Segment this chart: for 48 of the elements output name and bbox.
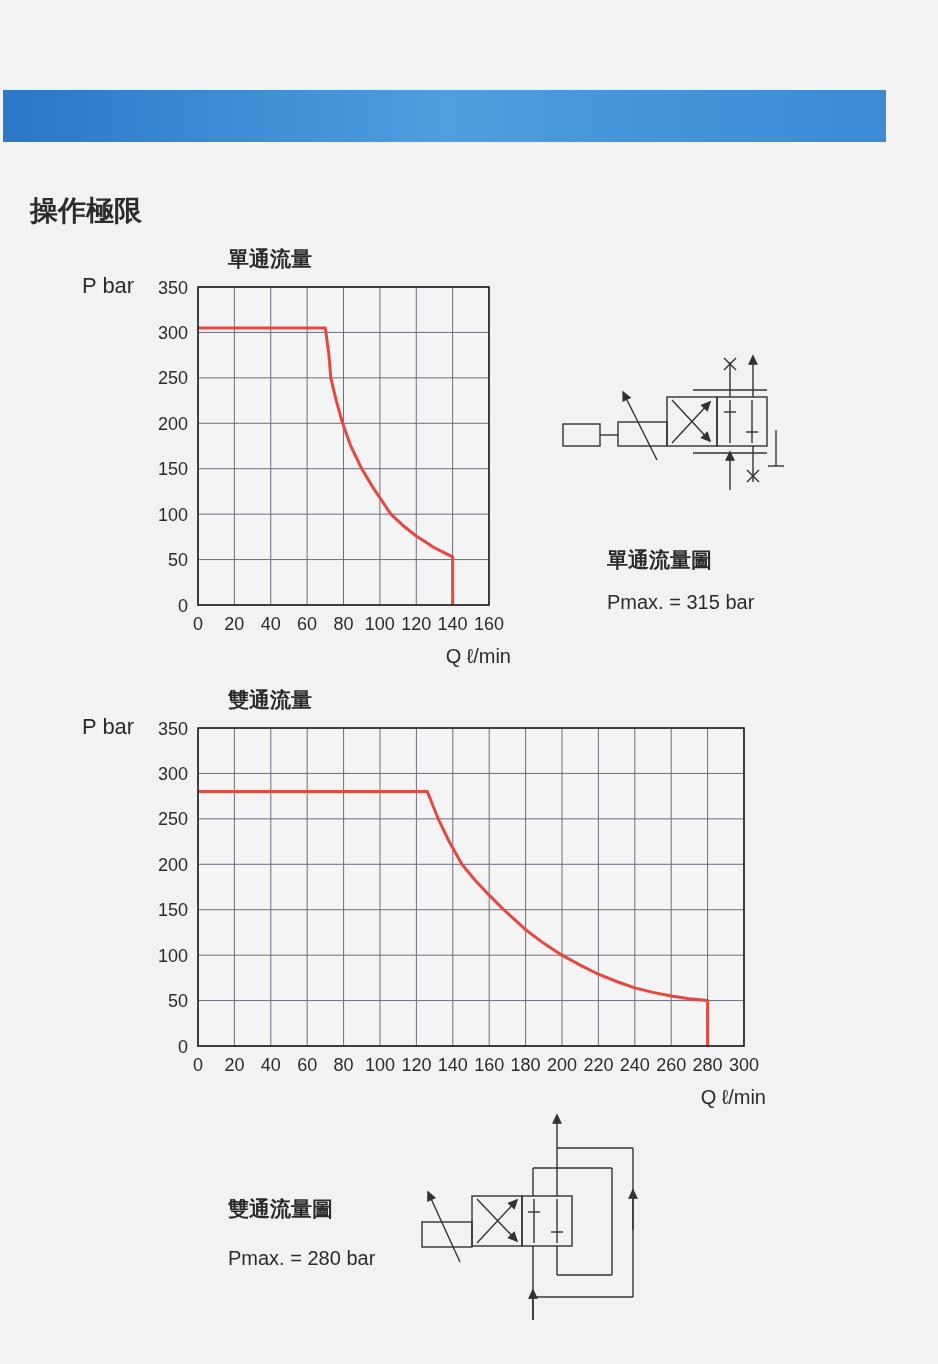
x-tick: 160 bbox=[474, 614, 504, 634]
x-tick: 80 bbox=[333, 614, 354, 634]
x-tick: 40 bbox=[260, 1055, 281, 1075]
y-tick: 300 bbox=[157, 322, 188, 343]
y-tick: 350 bbox=[157, 277, 188, 298]
y-tick: 200 bbox=[157, 413, 188, 434]
title: 雙通流量 bbox=[228, 688, 312, 711]
x-tick: 20 bbox=[224, 614, 245, 634]
x-tick: 140 bbox=[437, 614, 468, 634]
annotation: 單通流量圖 bbox=[607, 548, 712, 571]
x-tick: 120 bbox=[401, 614, 432, 634]
title: 單通流量 bbox=[228, 247, 312, 270]
x-tick: 260 bbox=[656, 1055, 687, 1075]
y-tick: 250 bbox=[157, 368, 188, 389]
annotation: Pmax. = 280 bar bbox=[228, 1247, 376, 1269]
y-tick: 200 bbox=[157, 854, 188, 875]
x-tick: 220 bbox=[583, 1055, 614, 1075]
x-tick: 140 bbox=[437, 1055, 468, 1075]
y-tick: 0 bbox=[178, 1036, 188, 1057]
y-tick: 50 bbox=[167, 550, 188, 571]
y-tick: 150 bbox=[157, 459, 188, 480]
x-tick: 0 bbox=[193, 1055, 203, 1075]
x-tick: 80 bbox=[333, 1055, 354, 1075]
y-tick: 100 bbox=[157, 504, 188, 525]
x-tick: 120 bbox=[401, 1055, 432, 1075]
x-tick: 300 bbox=[729, 1055, 759, 1075]
x-tick: 20 bbox=[224, 1055, 245, 1075]
y-tick: 150 bbox=[157, 900, 188, 921]
y-tick: 50 bbox=[167, 991, 188, 1012]
y-tick: 300 bbox=[157, 763, 188, 784]
y-tick: 100 bbox=[157, 945, 188, 966]
y-tick: 0 bbox=[178, 595, 188, 616]
x-tick: 180 bbox=[510, 1055, 541, 1075]
x-tick: 40 bbox=[260, 614, 281, 634]
x-tick: 100 bbox=[364, 614, 395, 634]
x-tick: 60 bbox=[297, 1055, 318, 1075]
annotation: Pmax. = 315 bar bbox=[607, 591, 755, 613]
x-tick: 240 bbox=[619, 1055, 650, 1075]
y-tick: 350 bbox=[157, 718, 188, 739]
annotation: 操作極限 bbox=[30, 195, 142, 226]
x-tick: 0 bbox=[193, 614, 203, 634]
annotation: 雙通流量圖 bbox=[228, 1197, 333, 1220]
x-tick: 280 bbox=[692, 1055, 723, 1075]
x-tick: 200 bbox=[547, 1055, 577, 1075]
y-tick: 250 bbox=[157, 809, 188, 830]
x-tick: 160 bbox=[474, 1055, 505, 1075]
x-tick: 100 bbox=[365, 1055, 395, 1075]
x-tick: 60 bbox=[297, 614, 318, 634]
